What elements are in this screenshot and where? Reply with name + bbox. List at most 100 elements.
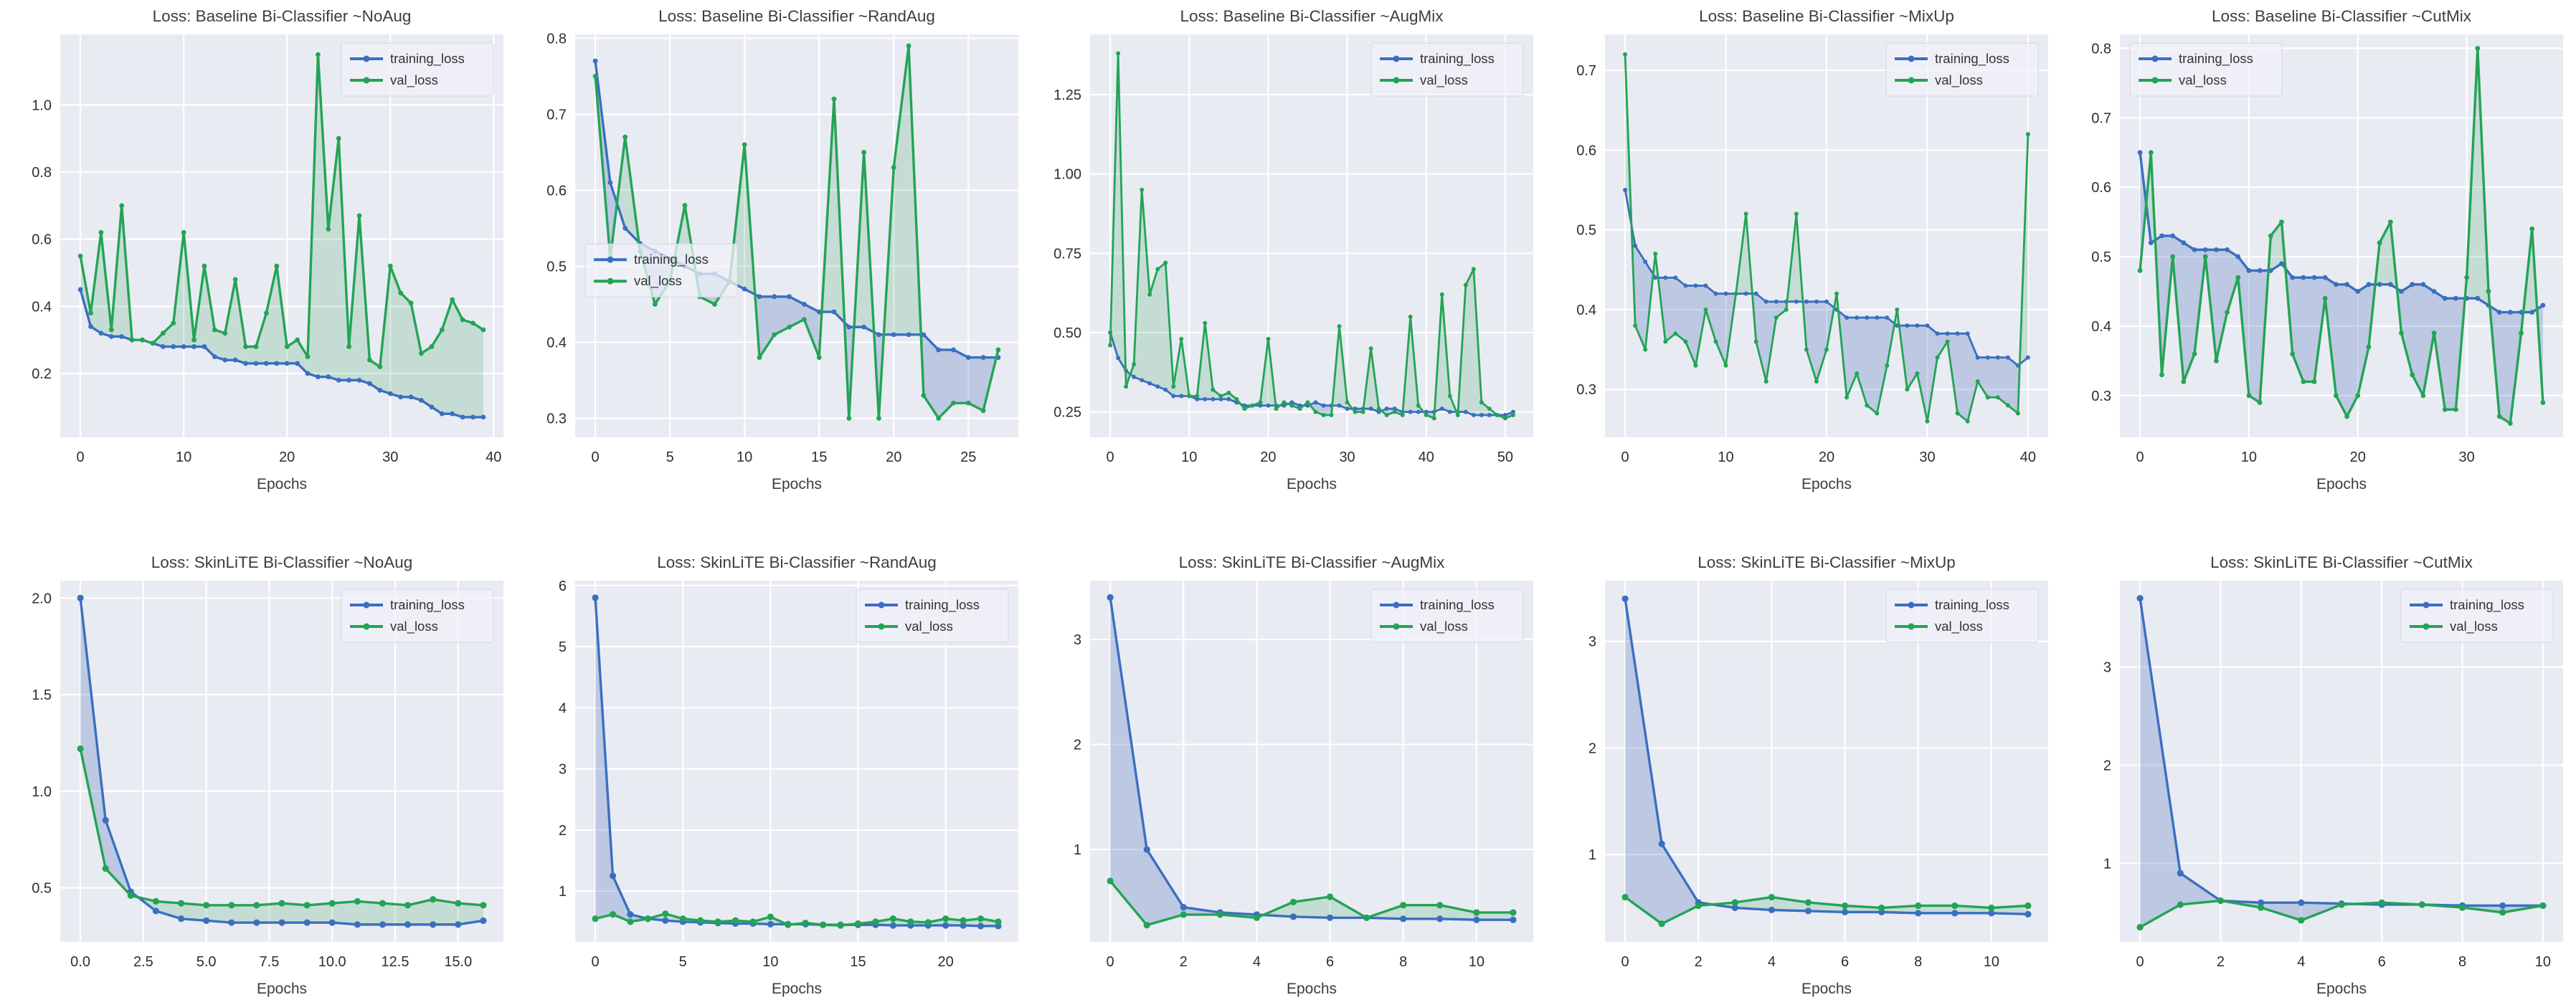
chart-title: Loss: Baseline Bi-Classifier ~AugMix: [1180, 7, 1444, 25]
val-loss-markers: [1107, 877, 1517, 929]
train-above-fill: [1658, 277, 1736, 366]
y-tick-label: 0.6: [546, 183, 567, 199]
legend-train-label: training_loss: [390, 597, 465, 613]
legend-val-label: val_loss: [390, 72, 438, 88]
x-tick-label: 6: [1841, 954, 1849, 970]
x-tick-label: 20: [1260, 449, 1276, 465]
y-tick-label: 0.3: [546, 411, 567, 427]
y-tick-label: 0.25: [1053, 405, 1081, 421]
y-tick-label: 0.2: [32, 366, 52, 382]
legend-val-label: val_loss: [2450, 619, 2498, 634]
x-tick-label: 8: [1399, 954, 1407, 970]
y-tick-label: 1.0: [32, 97, 52, 113]
val-loss-line: [1109, 880, 1513, 927]
chart-title: Loss: SkinLiTE Bi-Classifier ~CutMix: [2210, 553, 2473, 571]
y-tick-label: 0.6: [2091, 180, 2111, 196]
val-above-fill: [1332, 326, 1353, 409]
legend-val-label: val_loss: [2179, 72, 2227, 88]
y-tick-label: 0.4: [32, 299, 52, 315]
val-loss-markers: [2136, 897, 2547, 931]
y-tick-label: 1.0: [32, 784, 52, 800]
legend-train-label: training_loss: [905, 597, 980, 613]
x-tick-label: 25: [960, 449, 976, 465]
training-loss-markers: [77, 594, 487, 928]
x-tick-label: 2: [2217, 954, 2225, 970]
chart-cell-9: Loss: SkinLiTE Bi-Classifier ~CutMix 1 2 3 0…: [2060, 546, 2575, 1005]
legend-val-label: val_loss: [1935, 619, 1983, 634]
chart-title: Loss: SkinLiTE Bi-Classifier ~AugMix: [1179, 553, 1445, 571]
x-axis-label: Epochs: [257, 476, 307, 492]
train-above-fill: [1110, 597, 1264, 925]
x-axis-label: Epochs: [1287, 476, 1337, 492]
chart-cell-8: Loss: SkinLiTE Bi-Classifier ~MixUp 1 2 3 0 2…: [1545, 546, 2060, 1005]
legend-val-label: val_loss: [1420, 619, 1468, 634]
y-tick-label: 2: [1074, 738, 1081, 753]
x-tick-label: 0: [2136, 449, 2144, 465]
train-above-fill: [1838, 310, 1895, 414]
chart-cell-4: Loss: Baseline Bi-Classifier ~CutMix 0.3 0…: [2060, 0, 2575, 506]
y-tick-label: 0.75: [1053, 246, 1081, 262]
loss-chart-0: Loss: Baseline Bi-Classifier ~NoAug 0.2 0.…: [32, 7, 503, 492]
x-tick-label: 10: [762, 954, 778, 970]
legend-val-label: val_loss: [390, 619, 438, 634]
y-tick-label: 0.5: [2091, 249, 2111, 265]
legend: training_loss val_loss: [1370, 589, 1524, 643]
legend: training_loss val_loss: [1885, 589, 2039, 643]
val-above-fill: [1736, 214, 1753, 294]
loss-chart-7: Loss: SkinLiTE Bi-Classifier ~AugMix 1 2 3 0…: [1074, 553, 1533, 997]
y-tick-label: 1.00: [1053, 167, 1081, 183]
y-tick-label: 0.8: [546, 31, 567, 47]
y-tick-label: 3: [1588, 634, 1596, 650]
y-tick-label: 0.5: [32, 881, 52, 897]
val-loss-line: [2139, 47, 2544, 425]
y-tick-label: 0.6: [32, 232, 52, 248]
x-axis-label: Epochs: [2316, 981, 2367, 997]
legend: training_loss val_loss: [341, 42, 494, 97]
x-tick-label: 10: [176, 449, 191, 465]
x-tick-label: 20: [279, 449, 295, 465]
x-tick-label: 0: [2136, 954, 2144, 970]
legend: training_loss val_loss: [584, 243, 738, 297]
train-above-fill: [1310, 402, 1332, 416]
x-tick-label: 5.0: [196, 954, 217, 970]
y-tick-label: 3: [1074, 632, 1081, 648]
x-axis-label: Epochs: [1287, 981, 1337, 997]
chart-cell-1: Loss: Baseline Bi-Classifier ~RandAug 0.3…: [515, 0, 1030, 506]
x-tick-label: 12.5: [382, 954, 409, 970]
y-tick-label: 1: [2103, 856, 2111, 872]
val-loss-markers: [1623, 52, 2030, 424]
val-above-fill: [1786, 214, 1803, 302]
x-tick-label: 4: [1768, 954, 1776, 970]
y-tick-label: 3: [559, 762, 567, 778]
x-tick-label: 15: [811, 449, 827, 465]
x-tick-label: 0: [592, 449, 600, 465]
x-tick-label: 8: [2458, 954, 2466, 970]
train-above-fill: [921, 334, 997, 419]
loss-chart-2: Loss: Baseline Bi-Classifier ~AugMix 0.25…: [1053, 7, 1533, 492]
x-tick-label: 0: [592, 954, 600, 970]
chart-cell-7: Loss: SkinLiTE Bi-Classifier ~AugMix 1 2 3 0…: [1030, 546, 1545, 1005]
y-tick-label: 0.4: [546, 335, 567, 351]
y-tick-label: 0.7: [1576, 63, 1596, 79]
x-axis-label: Epochs: [2316, 476, 2367, 492]
x-tick-label: 10: [2241, 449, 2257, 465]
train-above-fill: [873, 332, 884, 419]
y-tick-label: 2: [2103, 758, 2111, 773]
chart-title: Loss: Baseline Bi-Classifier ~NoAug: [153, 7, 412, 25]
chart-cell-6: Loss: SkinLiTE Bi-Classifier ~RandAug 1 2 3…: [515, 546, 1030, 1005]
x-tick-label: 30: [1339, 449, 1355, 465]
legend: training_loss val_loss: [856, 589, 1009, 643]
y-tick-label: 0.6: [1576, 143, 1596, 158]
loss-chart-1: Loss: Baseline Bi-Classifier ~RandAug 0.3…: [546, 7, 1018, 492]
val-above-fill: [138, 897, 483, 925]
val-above-fill: [1263, 897, 1513, 920]
y-tick-label: 1.25: [1053, 87, 1081, 103]
x-tick-label: 30: [1919, 449, 1935, 465]
y-tick-label: 1: [1588, 847, 1596, 863]
x-tick-label: 2.5: [133, 954, 153, 970]
y-tick-label: 0.8: [32, 165, 52, 181]
chart-title: Loss: Baseline Bi-Classifier ~MixUp: [1699, 7, 1954, 25]
training-loss-line: [1624, 599, 2028, 916]
x-tick-label: 20: [938, 954, 954, 970]
x-tick-label: 4: [2297, 954, 2305, 970]
